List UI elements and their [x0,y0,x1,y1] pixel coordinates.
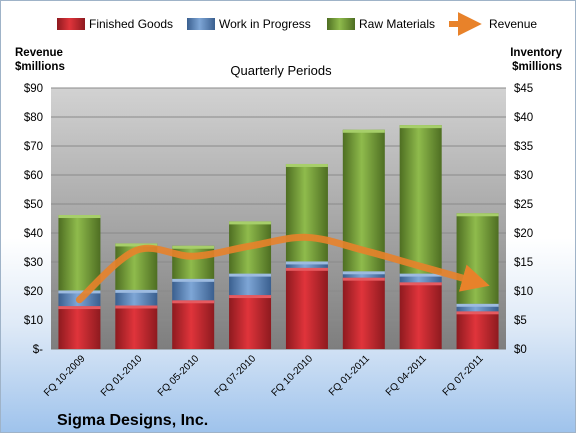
left-tick-label: $20 [24,286,43,298]
bar-work-in-progress-cap [285,261,328,265]
legend-label-revenue: Revenue [489,17,537,31]
bar-work-in-progress-cap [229,273,272,277]
revenue-line [75,233,490,304]
company-name: Sigma Designs, Inc. [57,412,208,429]
x-tick-label: FQ 10-2010 [270,353,316,399]
bar-raw-materials-cap [115,243,158,247]
right-tick-label: $5 [514,315,527,327]
x-tick-label: FQ 07-2011 [441,353,486,398]
bar-finished-goods [172,300,215,349]
right-tick-label: $35 [514,141,533,153]
right-tick-label: $40 [514,112,533,124]
x-axis-ticks: FQ 10-2009 FQ 01-2010 FQ 05-2010 FQ 07-2010… [42,353,486,399]
bar-finished-goods-cap [285,267,328,271]
bar-raw-materials-cap [342,129,385,133]
bar-finished-goods [58,306,101,349]
bar-finished-goods [229,295,272,349]
bar-raw-materials-cap [229,221,272,225]
bar-work-in-progress-cap [58,290,101,294]
bar-work-in-progress [229,273,272,296]
left-tick-label: $90 [24,83,43,95]
bar-work-in-progress [399,273,442,283]
bar-work-in-progress [172,278,215,301]
left-tick-label: $80 [24,112,43,124]
bar-raw-materials [399,125,442,274]
bar-finished-goods-cap [456,311,499,315]
bar-raw-materials [285,163,328,262]
x-tick-label: FQ 04-2011 [384,353,429,398]
right-tick-label: $15 [514,257,533,269]
bar-raw-materials [172,245,215,279]
bar-finished-goods [115,305,158,349]
bar-raw-materials [456,213,499,304]
bar-finished-goods [285,267,328,349]
bar-work-in-progress-cap [115,289,158,293]
bar-finished-goods-cap [115,305,158,309]
right-axis-title-line1: Inventory [510,47,562,59]
x-tick-label: FQ 01-2010 [99,353,145,399]
bar-finished-goods-cap [399,282,442,286]
bar-work-in-progress-cap [399,273,442,277]
legend-swatch-finished-goods [57,18,85,30]
legend: Finished Goods Work in Progress Raw Mate… [57,12,537,36]
right-axis-title-line2: $millions [512,61,562,73]
x-tick-label: FQ 01-2011 [327,353,372,398]
bar-finished-goods [456,311,499,349]
bar-work-in-progress-cap [172,278,215,282]
bar-work-in-progress [115,289,158,306]
bar-work-in-progress-cap [456,303,499,307]
bar-raw-materials-cap [172,245,215,249]
bar-finished-goods-cap [229,295,272,299]
revenue-line-group [75,233,490,304]
bar-finished-goods-cap [342,277,385,281]
right-tick-label: $25 [514,199,533,211]
left-tick-label: $70 [24,141,43,153]
left-axis-title-line2: $millions [15,61,65,73]
bar-work-in-progress [285,261,328,268]
legend-label-finished-goods: Finished Goods [89,17,173,31]
chart-title: Quarterly Periods [230,63,332,78]
right-tick-label: $45 [514,83,533,95]
bar-finished-goods-cap [172,300,215,304]
bar-raw-materials-cap [456,213,499,217]
left-tick-label: $30 [24,257,43,269]
bar-raw-materials [58,215,101,291]
right-tick-label: $10 [514,286,533,298]
bar-finished-goods-cap [58,306,101,310]
bar-finished-goods [399,282,442,349]
bar-work-in-progress [342,271,385,278]
x-tick-label: FQ 05-2010 [156,353,202,399]
legend-label-raw-materials: Raw Materials [359,17,435,31]
legend-swatch-work-in-progress [187,18,215,30]
bar-finished-goods [342,277,385,349]
left-tick-label: $- [33,344,43,356]
left-tick-label: $40 [24,228,43,240]
bar-raw-materials-cap [285,163,328,167]
left-axis-ticks: $- $10 $20 $30 $40 $50 $60 $70 $80 $90 [24,83,43,356]
bar-raw-materials-cap [399,125,442,129]
left-tick-label: $60 [24,170,43,182]
bar-work-in-progress-cap [342,271,385,275]
right-tick-label: $30 [514,170,533,182]
legend-label-work-in-progress: Work in Progress [219,17,311,31]
right-axis-ticks: $0 $5 $10 $15 $20 $25 $30 $35 $40 $45 [514,83,533,356]
right-tick-label: $20 [514,228,533,240]
left-tick-label: $50 [24,199,43,211]
x-tick-label: FQ 10-2009 [42,353,88,399]
legend-swatch-raw-materials [327,18,355,30]
left-axis-title-line1: Revenue [15,47,63,59]
left-tick-label: $10 [24,315,43,327]
x-tick-label: FQ 07-2010 [213,353,259,399]
bar-work-in-progress [456,303,499,312]
right-tick-label: $0 [514,344,527,356]
bar-raw-materials-cap [58,215,101,219]
